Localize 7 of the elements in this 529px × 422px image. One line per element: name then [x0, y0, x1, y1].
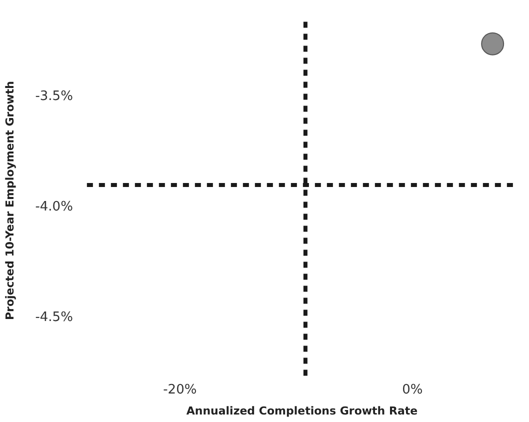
- y-axis-title: Projected 10-Year Employment Growth: [3, 80, 16, 320]
- x-tick-label: -20%: [163, 382, 197, 398]
- y-tick-label: -4.5%: [35, 310, 73, 325]
- x-tick-label: 0%: [402, 382, 423, 398]
- y-tick-label: -4.0%: [35, 199, 73, 214]
- y-tick-label: -3.5%: [35, 89, 73, 104]
- x-axis-title: Annualized Completions Growth Rate: [186, 404, 418, 418]
